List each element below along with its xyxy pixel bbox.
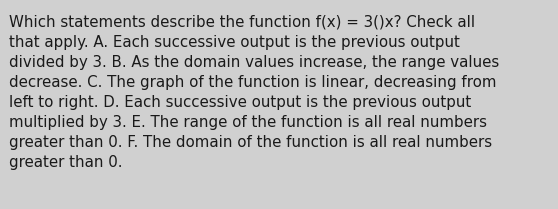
Text: Which statements describe the function f(x) = 3()x? Check all
that apply. A. Eac: Which statements describe the function f… xyxy=(9,15,500,170)
